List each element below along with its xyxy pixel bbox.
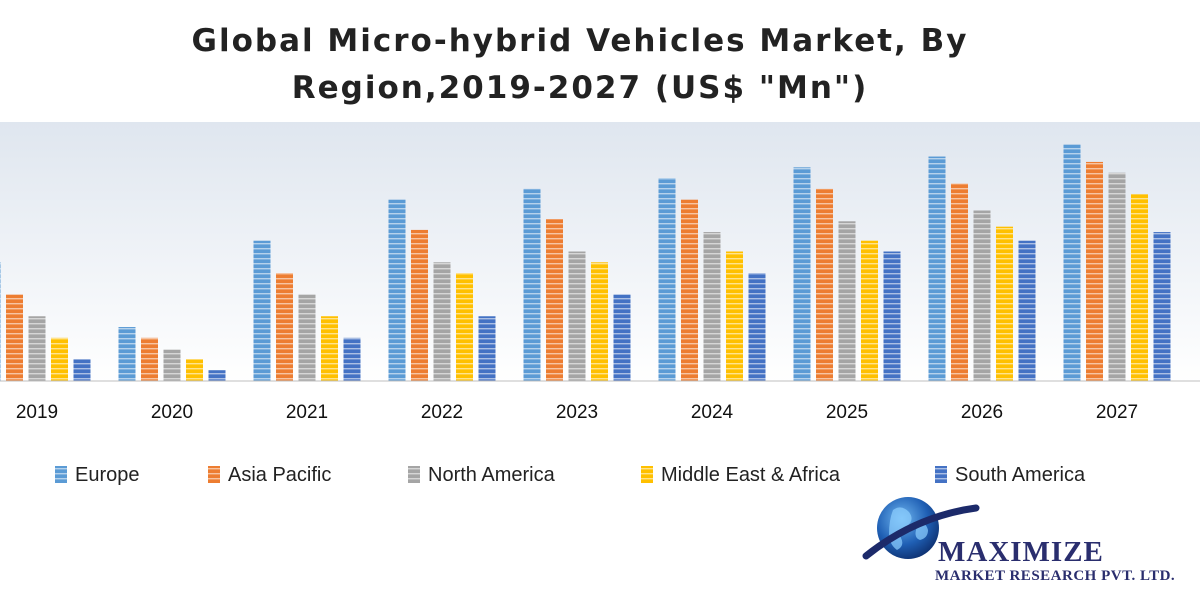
- bar-europe-2021: [253, 240, 271, 381]
- bar-north-america-2024: [703, 232, 721, 381]
- bar-europe-2019: [0, 262, 1, 381]
- bar-middle-east-africa-2026: [996, 226, 1013, 381]
- bar-south-america-2027: [1153, 232, 1171, 381]
- bar-middle-east-africa-2020: [186, 359, 203, 381]
- bar-north-america-2027: [1108, 172, 1126, 381]
- bar-north-america-2026: [973, 210, 991, 381]
- x-tick-2024: 2024: [691, 402, 734, 423]
- bar-south-america-2026: [1018, 240, 1036, 381]
- brand-subtitle: MARKET RESEARCH PVT. LTD.: [935, 568, 1175, 584]
- chart-title-line-1: Global Micro-hybrid Vehicles Market, By: [191, 23, 969, 59]
- chart-title: Global Micro-hybrid Vehicles Market, By …: [100, 18, 1060, 112]
- bar-asia-pacific-2025: [816, 188, 833, 381]
- legend-item-south-america: South America: [935, 464, 1086, 486]
- x-tick-2022: 2022: [421, 402, 463, 423]
- bar-middle-east-africa-2024: [726, 251, 743, 381]
- legend-label: South America: [955, 464, 1086, 486]
- globe-icon: [862, 497, 980, 560]
- bar-south-america-2023: [613, 294, 631, 381]
- x-tick-2020: 2020: [151, 402, 193, 423]
- bar-south-america-2021: [343, 337, 361, 381]
- bar-middle-east-africa-2023: [591, 262, 608, 381]
- bar-north-america-2020: [163, 349, 181, 381]
- bar-south-america-2025: [883, 251, 901, 381]
- legend-item-asia-pacific: Asia Pacific: [208, 464, 331, 486]
- bar-europe-2024: [658, 178, 676, 381]
- legend: Europe Asia Pacific North America Middle Ea…: [55, 464, 1086, 486]
- legend-label: Europe: [75, 464, 140, 486]
- legend-label: North America: [428, 464, 556, 486]
- bar-north-america-2023: [568, 251, 586, 381]
- x-tick-2025: 2025: [826, 402, 868, 423]
- bar-north-america-2022: [433, 262, 451, 381]
- bar-europe-2022: [388, 199, 406, 381]
- bar-south-america-2024: [748, 273, 766, 381]
- bar-south-america-2020: [208, 370, 226, 381]
- bar-asia-pacific-2022: [411, 229, 428, 381]
- bar-middle-east-africa-2019: [51, 337, 68, 381]
- bar-middle-east-africa-2027: [1131, 194, 1148, 381]
- bar-south-america-2022: [478, 316, 496, 381]
- bar-asia-pacific-2021: [276, 273, 293, 381]
- x-tick-2023: 2023: [556, 402, 598, 423]
- bar-europe-2020: [118, 327, 136, 381]
- bar-north-america-2019: [28, 316, 46, 381]
- bar-asia-pacific-2026: [951, 183, 968, 381]
- x-tick-2027: 2027: [1096, 402, 1138, 423]
- brand-logo: MAXIMIZE MARKET RESEARCH PVT. LTD.: [862, 497, 1175, 584]
- legend-item-middle-east-africa: Middle East & Africa: [641, 464, 841, 486]
- legend-label: Asia Pacific: [228, 464, 331, 486]
- bar-asia-pacific-2024: [681, 199, 698, 381]
- legend-item-europe: Europe: [55, 464, 140, 486]
- bar-asia-pacific-2020: [141, 337, 158, 381]
- chart-title-line-2: Region,2019-2027 (US$ "Mn"): [291, 70, 869, 106]
- legend-label: Middle East & Africa: [661, 464, 841, 486]
- bar-middle-east-africa-2025: [861, 240, 878, 381]
- bar-north-america-2021: [298, 294, 316, 381]
- bar-europe-2027: [1063, 144, 1081, 381]
- bar-europe-2025: [793, 167, 811, 381]
- bar-europe-2023: [523, 188, 541, 381]
- bar-south-america-2019: [73, 359, 91, 381]
- x-tick-2021: 2021: [286, 402, 328, 423]
- bar-middle-east-africa-2022: [456, 273, 473, 381]
- x-tick-2019: 2019: [16, 402, 58, 423]
- bar-asia-pacific-2027: [1086, 161, 1103, 381]
- bar-middle-east-africa-2021: [321, 316, 338, 381]
- bar-europe-2026: [928, 156, 946, 381]
- bars-group: [0, 144, 1171, 381]
- bar-north-america-2025: [838, 221, 856, 381]
- legend-item-north-america: North America: [408, 464, 556, 486]
- x-tick-2026: 2026: [961, 402, 1003, 423]
- x-tick-labels: 2019 2020 2021 2022 2023 2024 2025 2026 2027: [16, 402, 1138, 423]
- bar-asia-pacific-2023: [546, 219, 563, 381]
- brand-name: MAXIMIZE: [938, 536, 1104, 568]
- bar-asia-pacific-2019: [6, 294, 23, 381]
